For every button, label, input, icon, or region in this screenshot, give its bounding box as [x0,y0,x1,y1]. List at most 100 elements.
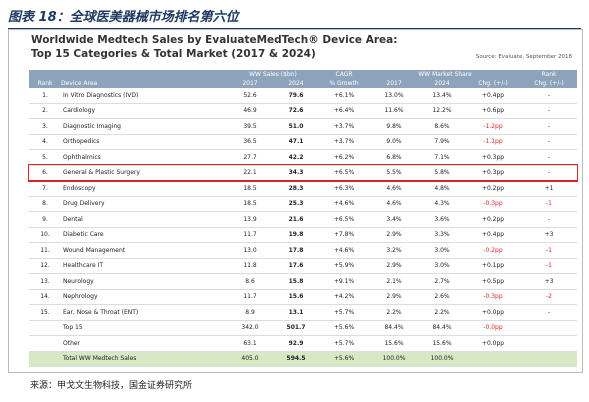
table-cell: 7.1% [419,149,466,166]
table-cell: Wound Management [61,242,227,259]
table-cell: 22.1 [227,164,273,181]
column-header: % Growth [319,79,370,88]
table-cell: 11.7 [227,227,273,243]
column-header: 2024 [419,79,466,88]
table-cell: 39.5 [227,118,273,135]
column-header: Device Area [61,79,227,88]
table-row: Total WW Medtech Sales 405.0 594.5 +5.6% 100… [29,351,578,367]
table-cell: +0.4pp [465,227,522,243]
table-cell: 15. [29,304,61,321]
table-cell: 2.7% [419,273,466,290]
table-cell: 4.6% [369,196,420,212]
table-cell: 13.0% [369,88,420,104]
table-cell: 4.6% [369,180,420,197]
table-cell: -1 [521,258,578,274]
table-row: 2. Cardiology 46.9 72.6 +6.4% 11.6% 12.2% +0.6p… [29,103,578,119]
table-cell: 15.6% [419,335,466,352]
table-cell: - [521,118,578,135]
table-cell [521,320,578,336]
table-cell: +7.8% [319,227,370,243]
table-cell: Drug Delivery [61,196,227,212]
table-row: 15. Ear, Nose & Throat (ENT) 8.9 13.1 +5.7% 2… [29,304,578,321]
table-cell: +4.2% [319,289,370,305]
table-cell: +0.5pp [465,273,522,290]
table-row: Top 15 342.0 501.7 +5.6% 84.4% 84.4% -0.0pp [29,320,578,336]
table-cell: 15.8 [273,273,320,290]
table-cell: Diagnostic Imaging [61,118,227,135]
table-cell: 15.6 [273,289,320,305]
header-row: Rank Device Area 2017 2024% Growth 2017 2024 C… [29,79,578,88]
panel-subtitle: Top 15 Categories & Total Market (2017 &… [31,48,316,60]
group-header: WW Market Share [369,70,522,79]
table-cell: +0.1pp [465,258,522,274]
table-cell: 3.2% [369,242,420,259]
table-row: 8. Drug Delivery 18.5 25.3 +4.6% 4.6% 4.3% -0.3… [29,196,578,212]
table-cell: 3.6% [419,211,466,228]
table-cell: 84.4% [419,320,466,336]
table-cell: 47.1 [273,134,320,150]
table-cell: Cardiology [61,103,227,119]
table-cell [521,351,578,367]
table-cell [465,351,522,367]
table-cell: +3.7% [319,118,370,135]
table-cell: 18.5 [227,196,273,212]
table-cell: 8. [29,196,61,212]
table-cell: -0.3pp [465,196,522,212]
table-row: 1. In Vitro Diagnostics (IVD) 52.6 79.6 +6.1… [29,88,578,104]
table-cell: +5.9% [319,258,370,274]
table-cell: 14. [29,289,61,305]
table-row: 10. Diabetic Care 11.7 19.8 +7.8% 2.9% 3.3% +0.… [29,227,578,243]
table-cell: +0.3pp [465,164,522,181]
table-cell: +6.3% [319,180,370,197]
table-cell: 63.1 [227,335,273,352]
table-cell: Top 15 [61,320,227,336]
table-cell: 28.3 [273,180,320,197]
table-cell: 2.2% [369,304,420,321]
table-cell: - [521,304,578,321]
table-row: 6. General & Plastic Surgery 22.1 34.3 +6.5%… [27,164,579,182]
table-cell: 17.6 [273,258,320,274]
figure-title: 图表 18：全球医美器械市场排名第六位 [8,6,581,29]
table-row: 7. Endoscopy 18.5 28.3 +6.3% 4.6% 4.8% +0.2pp +1 [29,180,578,197]
table-cell: 5. [29,149,61,166]
table-row: 13. Neurology 8.6 15.8 +9.1% 2.1% 2.7% +0.5pp +3 [29,273,578,290]
table-cell [521,335,578,352]
table-cell: 18.5 [227,180,273,197]
table-cell: 10. [29,227,61,243]
table-cell: 19.8 [273,227,320,243]
table-cell: 4. [29,134,61,150]
table-row: 11. Wound Management 13.0 17.8 +4.6% 3.2% 3.0%… [29,242,578,259]
table-cell: 2.9% [369,227,420,243]
table-cell: 4.3% [419,196,466,212]
table-cell: 13.9 [227,211,273,228]
table-cell: 100.0% [419,351,466,367]
table-cell: 52.6 [227,88,273,104]
table-cell: General & Plastic Surgery [61,164,227,181]
table-cell: 13. [29,273,61,290]
table-cell: +0.3pp [465,149,522,166]
table-cell: 405.0 [227,351,273,367]
column-header: Rank [29,79,61,88]
table-cell: - [521,88,578,104]
table-cell: -0.0pp [465,320,522,336]
table-cell: 8.6% [419,118,466,135]
table-cell: 594.5 [273,351,320,367]
table-cell: - [521,134,578,150]
table-cell: +3.7% [319,134,370,150]
table-cell: +0.0pp [465,304,522,321]
table-cell: 3. [29,118,61,135]
table-cell: +6.4% [319,103,370,119]
table-cell: Ear, Nose & Throat (ENT) [61,304,227,321]
table-cell: -1.1pp [465,134,522,150]
table-cell: Nephrology [61,289,227,305]
table-row: Other 63.1 92.9 +5.7% 15.6% 15.6% +0.0pp [29,335,578,352]
table-cell: 13.4% [419,88,466,104]
table-cell: 25.3 [273,196,320,212]
table-row: 9. Dental 13.9 21.6 +6.5% 3.4% 3.6% +0.2pp - [29,211,578,228]
table-cell: 34.3 [273,164,320,181]
table-cell: 6.8% [369,149,420,166]
table-cell: Other [61,335,227,352]
table-cell: 36.5 [227,134,273,150]
table-cell: 2.6% [419,289,466,305]
table-cell: 42.2 [273,149,320,166]
